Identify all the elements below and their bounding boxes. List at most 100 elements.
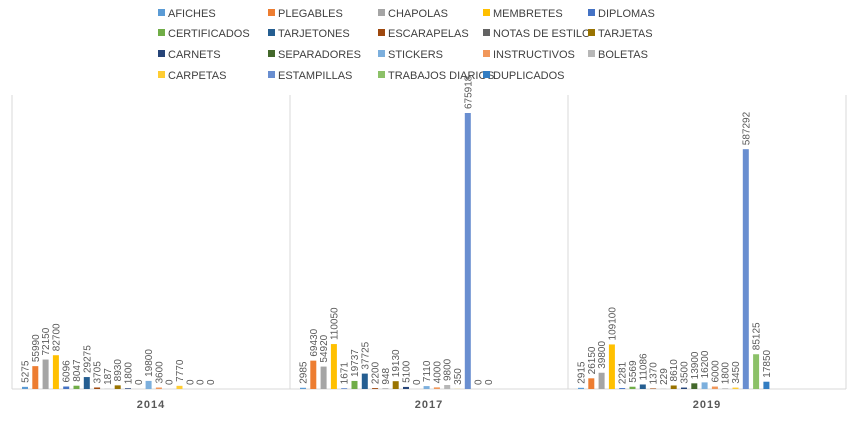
x-tick-label: 2014 — [137, 399, 165, 411]
legend-label: DUPLICADOS — [493, 70, 565, 82]
bar — [444, 385, 450, 389]
legend-label: CHAPOLAS — [388, 8, 448, 20]
data-label: 17850 — [762, 349, 773, 377]
bar — [609, 344, 615, 389]
legend-swatch — [483, 50, 490, 57]
legend-swatch — [483, 29, 490, 36]
legend-swatch — [588, 29, 595, 36]
legend-swatch — [378, 71, 385, 78]
legend-item: NOTAS DE ESTILO — [483, 28, 591, 40]
bar — [53, 355, 59, 389]
legend-swatch — [158, 29, 165, 36]
bar — [650, 388, 656, 389]
legend-item: INSTRUCTIVOS — [483, 49, 575, 61]
legend-swatch — [268, 9, 275, 16]
bar — [671, 385, 677, 389]
data-label: 0 — [484, 379, 495, 385]
data-label: 587292 — [741, 111, 752, 145]
legend-swatch — [268, 29, 275, 36]
legend-item: BOLETAS — [588, 49, 648, 61]
legend-label: ESTAMPILLAS — [278, 70, 352, 82]
bar — [753, 354, 759, 389]
bar — [125, 388, 131, 389]
legend-swatch — [588, 9, 595, 16]
legend-label: AFICHES — [168, 8, 216, 20]
legend-label: SEPARADORES — [278, 49, 361, 61]
legend-item: TARJETAS — [588, 28, 653, 40]
bar — [722, 388, 728, 389]
legend-swatch — [483, 9, 490, 16]
legend-label: INSTRUCTIVOS — [493, 49, 575, 61]
bar — [63, 387, 69, 389]
legend-item: CARPETAS — [158, 70, 226, 82]
data-label: 2985 — [299, 361, 310, 384]
legend-item: MEMBRETES — [483, 8, 563, 20]
bar — [146, 381, 152, 389]
bar — [300, 388, 306, 389]
legend-label: ESCARAPELAS — [388, 28, 469, 40]
bar — [32, 366, 38, 389]
legend-label: DIPLOMAS — [598, 8, 655, 20]
legend-swatch — [378, 29, 385, 36]
data-label: 109100 — [607, 307, 618, 341]
legend-label: STICKERS — [388, 49, 443, 61]
x-tick-label: 2019 — [693, 399, 721, 411]
bar — [691, 383, 697, 389]
legend-label: BOLETAS — [598, 49, 648, 61]
bar — [43, 360, 49, 389]
legend-swatch — [268, 71, 275, 78]
legend-label: PLEGABLES — [278, 8, 343, 20]
data-label: 110050 — [329, 307, 340, 340]
legend-label: TARJETAS — [598, 28, 653, 40]
bar — [393, 381, 399, 389]
legend-label: TARJETONES — [278, 28, 350, 40]
legend-item: ESCARAPELAS — [378, 28, 469, 40]
bar — [362, 374, 368, 389]
bar — [84, 377, 90, 389]
bar — [94, 387, 100, 389]
data-label: 3450 — [731, 361, 742, 384]
bar — [681, 388, 687, 389]
bar — [599, 373, 605, 389]
legend-item: CARNETS — [158, 49, 221, 61]
legend-item: PLEGABLES — [268, 8, 343, 20]
data-label: 350 — [453, 368, 464, 385]
legend-label: NOTAS DE ESTILO — [493, 28, 591, 40]
bar — [321, 367, 327, 389]
legend-label: MEMBRETES — [493, 8, 563, 20]
legend-item: STICKERS — [378, 49, 443, 61]
legend: AFICHES PLEGABLES CHAPOLAS MEMBRETES DIPLOMA… — [158, 8, 655, 82]
legend-item: ESTAMPILLAS — [268, 70, 352, 82]
legend-swatch — [378, 50, 385, 57]
bar — [588, 378, 594, 389]
bar — [424, 386, 430, 389]
legend-swatch — [158, 9, 165, 16]
bar — [763, 382, 769, 389]
bar — [630, 387, 636, 389]
bar — [156, 388, 162, 389]
legend-item: DUPLICADOS — [483, 70, 565, 82]
data-label: 82700 — [51, 323, 62, 351]
legend-label: CARNETS — [168, 49, 221, 61]
legend-swatch — [158, 50, 165, 57]
legend-swatch — [158, 71, 165, 78]
data-label: 85125 — [752, 322, 763, 350]
data-label: 5275 — [21, 360, 32, 383]
legend-item: CHAPOLAS — [378, 8, 448, 20]
legend-item: TARJETONES — [268, 28, 350, 40]
bar — [310, 361, 316, 389]
bar — [578, 388, 584, 389]
bar — [341, 388, 347, 389]
bar — [177, 386, 183, 389]
x-tick-label: 2017 — [415, 399, 443, 411]
legend-label: CERTIFICADOS — [168, 28, 250, 40]
legend-swatch — [483, 71, 490, 78]
bar — [331, 344, 337, 389]
legend-swatch — [588, 50, 595, 57]
data-label: 0 — [206, 379, 217, 385]
bar — [115, 385, 121, 389]
legend-swatch — [378, 9, 385, 16]
